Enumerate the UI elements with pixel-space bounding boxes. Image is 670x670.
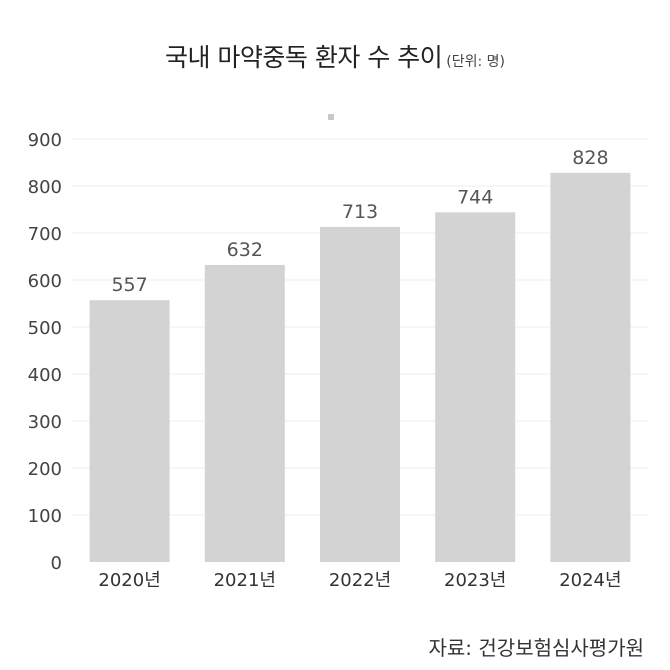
data-label: 744 — [457, 186, 493, 208]
x-axis: 2020년 2021년 2022년 2023년 2024년 — [98, 570, 621, 591]
legend-marker — [328, 114, 334, 120]
bar — [550, 172, 631, 562]
y-tick-label: 300 — [28, 412, 62, 433]
data-label: 557 — [111, 274, 147, 296]
y-tick-label: 800 — [28, 177, 62, 198]
chart-title: 국내 마약중독 환자 수 추이 — [164, 43, 443, 72]
x-tick-label: 2023년 — [444, 570, 506, 591]
y-tick-label: 200 — [28, 459, 62, 480]
y-axis: 0 100 200 300 400 500 600 700 800 900 — [28, 130, 62, 574]
data-label: 632 — [227, 239, 263, 261]
y-tick-label: 400 — [28, 365, 62, 386]
y-tick-label: 500 — [28, 318, 62, 339]
y-tick-label: 100 — [28, 506, 62, 527]
bar — [89, 300, 170, 562]
x-tick-label: 2024년 — [559, 570, 621, 591]
y-tick-label: 0 — [51, 553, 62, 574]
y-tick-label: 900 — [28, 130, 62, 151]
chart-title-area: 국내 마약중독 환자 수 추이 (단위: 명) — [0, 38, 670, 74]
data-label: 713 — [342, 201, 378, 223]
x-tick-label: 2022년 — [329, 570, 391, 591]
x-tick-label: 2021년 — [214, 570, 276, 591]
bars: 557 632 713 744 828 — [89, 147, 631, 562]
bar — [204, 264, 285, 562]
source-note: 자료: 건강보험심사평가원 — [428, 636, 645, 660]
data-label: 828 — [572, 147, 608, 169]
x-tick-label: 2020년 — [98, 570, 160, 591]
y-tick-label: 700 — [28, 224, 62, 245]
unit-note: (단위: 명) — [446, 54, 506, 70]
bar — [320, 226, 400, 562]
bar — [435, 212, 516, 562]
y-tick-label: 600 — [28, 271, 62, 292]
